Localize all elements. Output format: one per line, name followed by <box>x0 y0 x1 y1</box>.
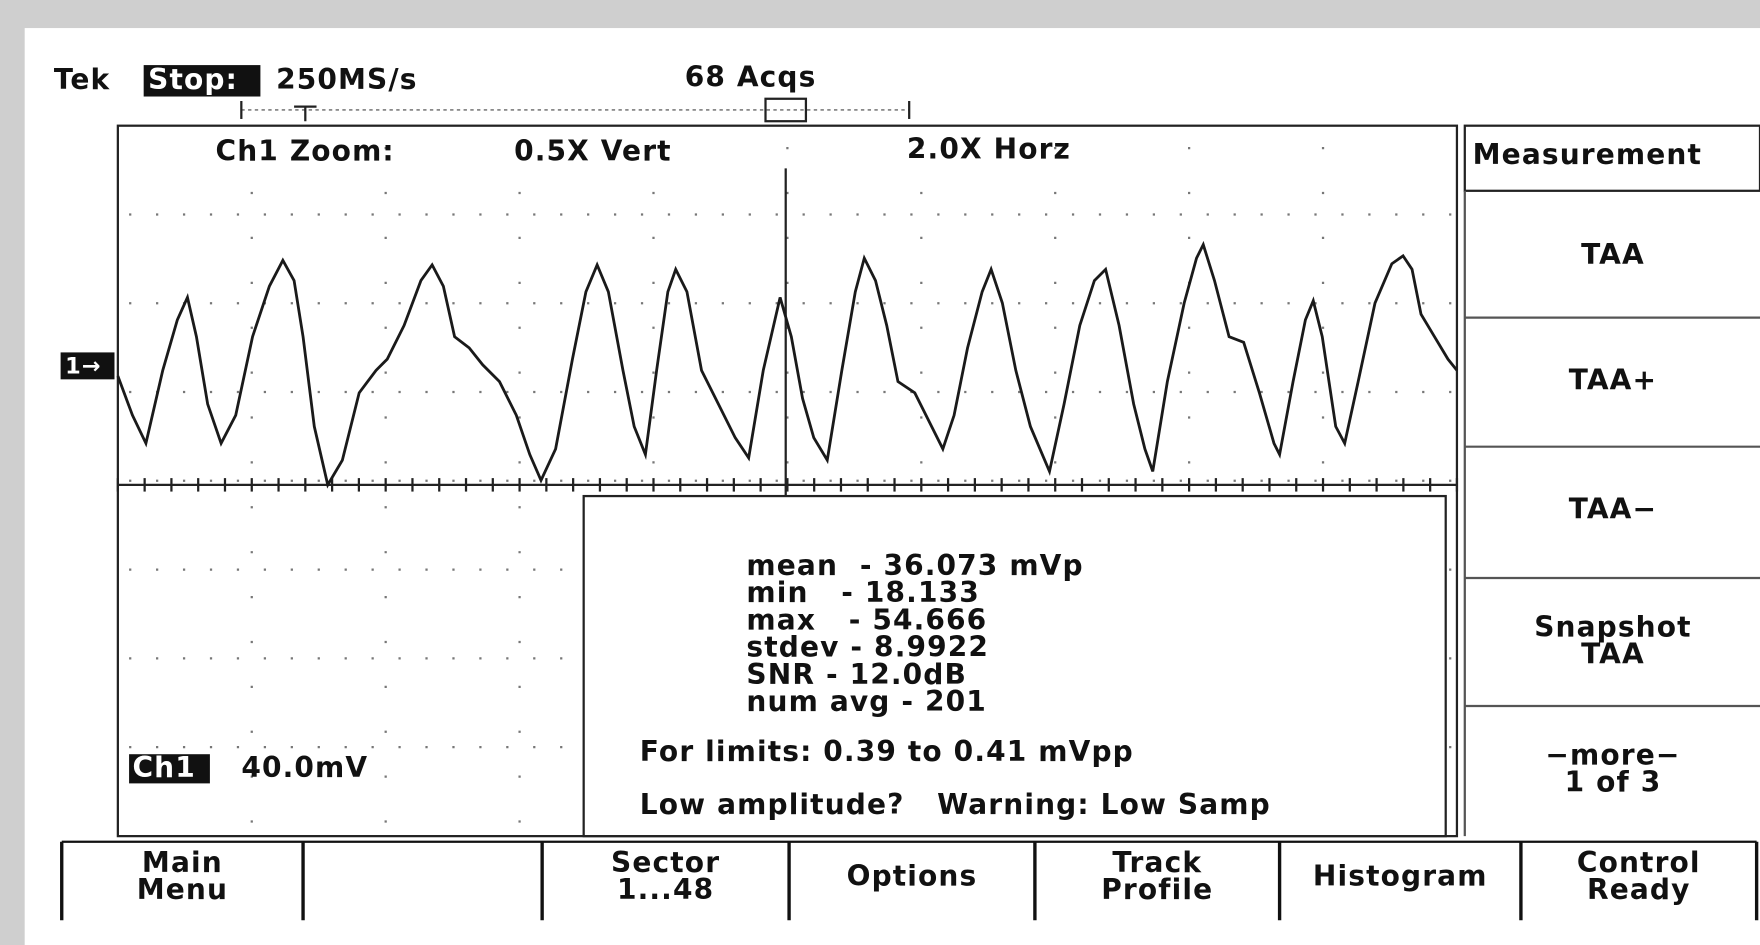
side-menu-item[interactable]: 1 of 3 <box>1565 765 1662 798</box>
ch-label: Ch1 <box>132 751 195 784</box>
oscilloscope-screen: Tek Stop: 250MS/s 68 Acqs Ch1 Zoom: 0.5X… <box>0 0 1760 945</box>
bottom-menu-item[interactable]: Histogram <box>1313 860 1488 893</box>
ch-marker: 1→ <box>65 354 102 380</box>
zoom-horz: 2.0X Horz <box>907 132 1071 165</box>
bottom-menu-item[interactable]: Ready <box>1587 873 1691 906</box>
bottom-menu-item[interactable]: 1...48 <box>617 873 714 906</box>
readout-line: num avg - 201 <box>746 685 987 718</box>
bottom-menu-item[interactable]: Profile <box>1101 873 1213 906</box>
limits: For limits: 0.39 to 0.41 mVpp <box>640 735 1134 768</box>
ch-scale: 40.0mV <box>241 751 368 784</box>
readout-box <box>584 496 1446 836</box>
bottom-menu-item[interactable]: Options <box>847 860 978 893</box>
side-menu-item[interactable]: TAA <box>1581 637 1645 670</box>
brand: Tek <box>54 63 111 96</box>
sample-rate: 250MS/s <box>276 63 417 96</box>
bottom-menu-item[interactable]: Menu <box>137 873 228 906</box>
side-menu-item[interactable]: TAA+ <box>1569 364 1657 397</box>
side-menu-title: Measurement <box>1473 138 1702 171</box>
warning: Low amplitude? Warning: Low Samp <box>640 788 1271 821</box>
zoom-label: Ch1 Zoom: <box>216 135 395 168</box>
side-menu-item[interactable]: TAA− <box>1569 493 1657 526</box>
state: Stop: <box>148 63 238 96</box>
acquisitions: 68 Acqs <box>685 61 817 94</box>
zoom-vert: 0.5X Vert <box>514 135 672 168</box>
side-menu-item[interactable]: TAA <box>1581 238 1645 271</box>
